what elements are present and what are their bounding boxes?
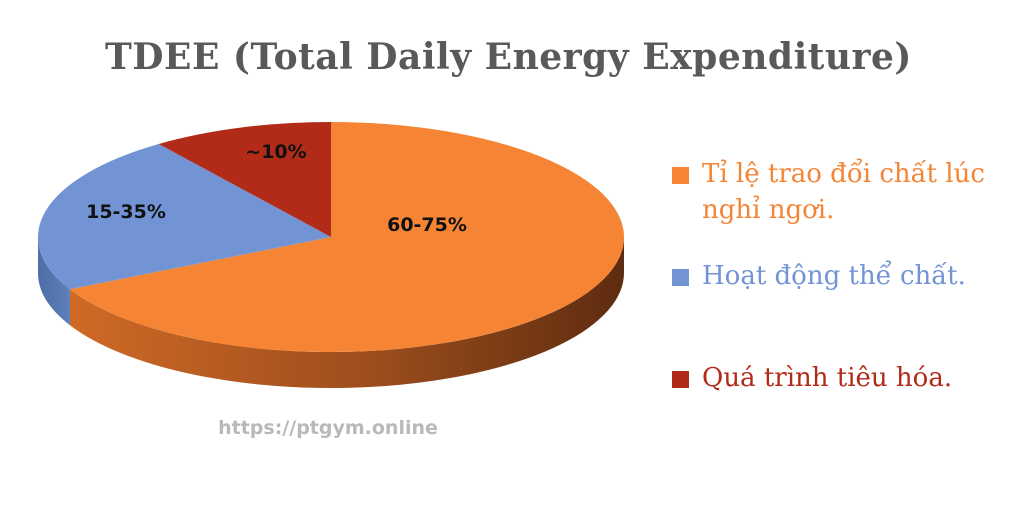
pie-slice xyxy=(38,143,331,290)
pie-labels: 60-75% 15-35% ~10% xyxy=(86,141,467,236)
slice-data-label: ~10% xyxy=(245,141,306,163)
watermark-text: https://ptgym.online xyxy=(218,417,438,439)
pie-sides xyxy=(38,237,625,388)
slice-data-label: 15-35% xyxy=(86,201,166,223)
pie-slice xyxy=(69,122,625,352)
legend-label: Quá trình tiêu hóa. xyxy=(702,363,953,393)
legend-swatch xyxy=(672,371,689,388)
pie-slice xyxy=(158,122,331,237)
legend-swatch xyxy=(672,269,689,286)
pie-tops xyxy=(38,122,625,352)
legend-label: Tỉ lệ trao đổi chất lúc nghỉ ngơi. xyxy=(702,159,985,225)
pie-slice-side xyxy=(38,237,70,326)
legend-label: Hoạt động thể chất. xyxy=(702,261,966,291)
slice-data-label: 60-75% xyxy=(387,214,467,236)
pie-slice-side xyxy=(69,237,625,388)
legend-swatch xyxy=(672,167,689,184)
chart-title: TDEE (Total Daily Energy Expenditure) xyxy=(105,36,912,78)
